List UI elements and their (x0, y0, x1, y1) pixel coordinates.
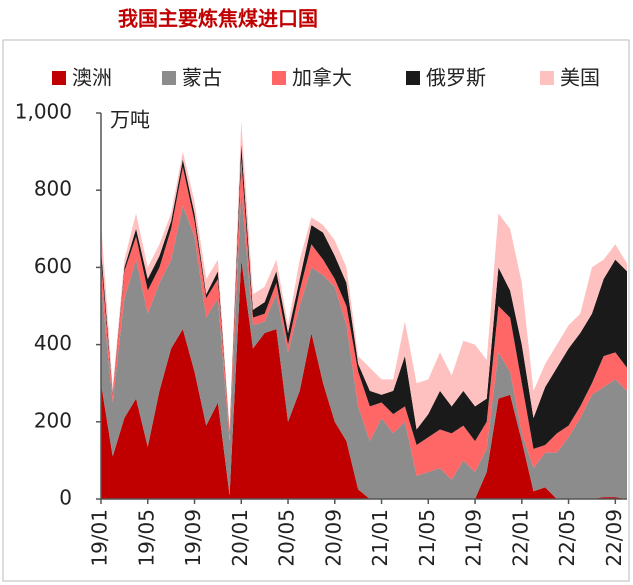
x-tick-label: 22/09 (602, 509, 626, 567)
chart-title: 我国主要炼焦煤进口国 (118, 7, 318, 31)
legend-label: 俄罗斯 (426, 66, 486, 90)
x-tick-label: 20/05 (275, 509, 299, 567)
legend-swatch (540, 71, 554, 85)
y-tick-label: 600 (34, 254, 72, 278)
area (101, 159, 627, 480)
legend-label: 澳洲 (72, 66, 112, 90)
y-tick-label: 400 (34, 331, 72, 355)
legend-label: 蒙古 (182, 66, 222, 90)
area (101, 190, 627, 499)
x-tick-label: 22/05 (555, 509, 579, 567)
y-tick-label: 800 (34, 177, 72, 201)
unit-label: 万吨 (110, 108, 150, 132)
legend-swatch (52, 71, 66, 85)
legend-swatch (272, 71, 286, 85)
x-tick-label: 19/01 (88, 509, 112, 567)
area (101, 143, 627, 449)
area (101, 259, 627, 499)
area (101, 120, 627, 432)
y-tick-label: 1,000 (15, 100, 72, 124)
x-tick-label: 21/05 (415, 509, 439, 567)
x-tick-label: 20/09 (321, 509, 345, 567)
x-tick-label: 20/01 (228, 509, 252, 567)
legend-label: 加拿大 (292, 66, 352, 90)
x-tick-label: 22/01 (508, 509, 532, 567)
legend-swatch (162, 71, 176, 85)
legend-label: 美国 (560, 66, 600, 90)
x-tick-label: 21/01 (368, 509, 392, 567)
y-tick-label: 0 (59, 486, 72, 510)
legend-swatch (406, 71, 420, 85)
x-tick-label: 19/05 (134, 509, 158, 567)
frame (2, 39, 630, 582)
x-tick-label: 21/09 (462, 509, 486, 567)
y-tick-label: 200 (34, 408, 72, 432)
x-tick-label: 19/09 (181, 509, 205, 567)
